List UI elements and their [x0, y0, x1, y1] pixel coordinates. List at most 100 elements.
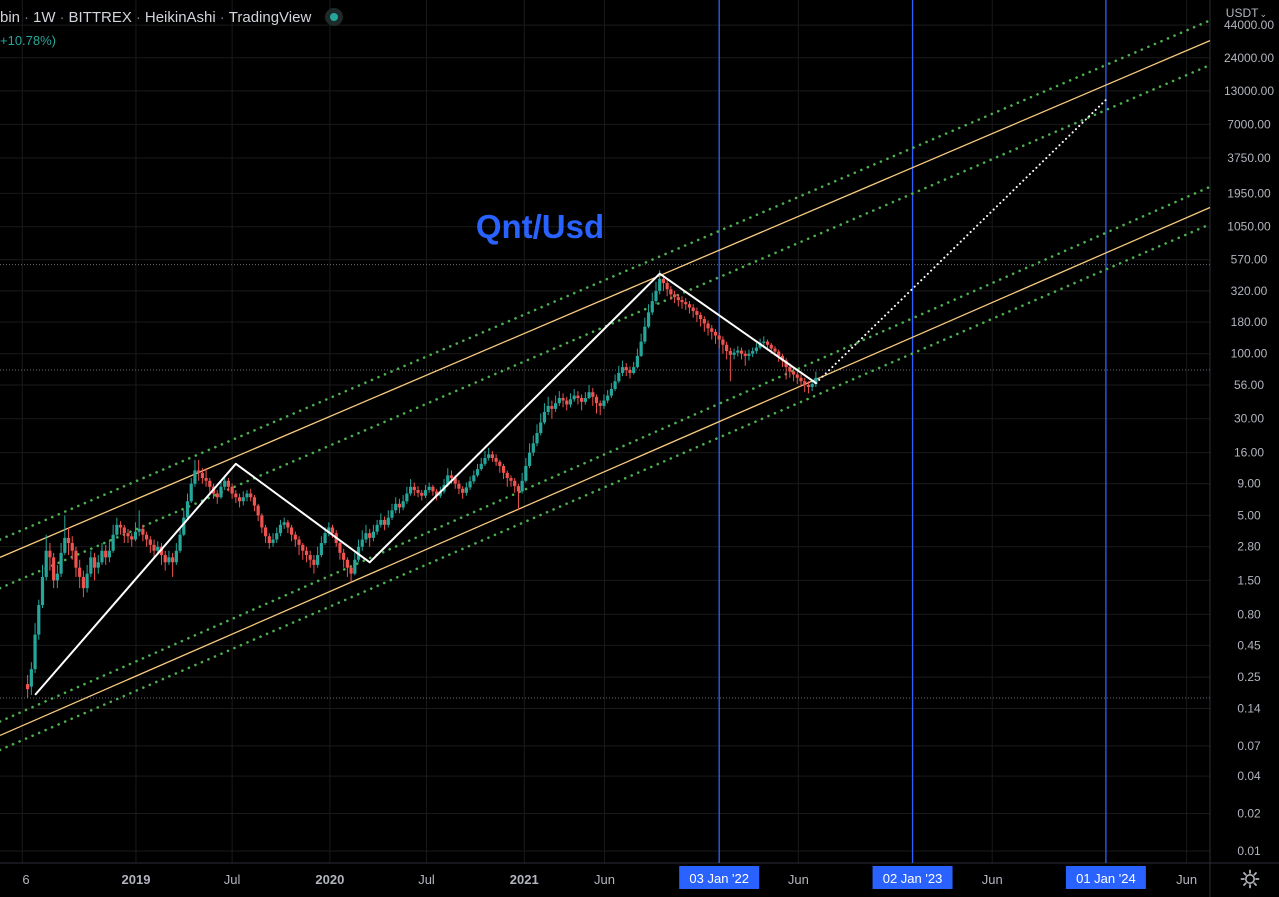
- candle-body: [780, 355, 785, 361]
- candle-body: [561, 398, 565, 401]
- candle-body: [773, 348, 777, 352]
- price-tick-label: 1950.00: [1227, 186, 1271, 200]
- price-tick-label: 5.00: [1237, 508, 1261, 522]
- candle-body: [386, 517, 390, 525]
- channel-dotted-line[interactable]: [0, 185, 1212, 723]
- candle-body: [345, 559, 349, 568]
- candle-body: [769, 344, 773, 349]
- candle-body: [74, 550, 78, 568]
- symbol-name[interactable]: bin: [0, 8, 21, 26]
- date-marker-badge[interactable]: [679, 866, 760, 889]
- channel-lines[interactable]: [0, 19, 1212, 752]
- candles: [26, 270, 818, 698]
- candle-body: [390, 510, 394, 518]
- channel-dotted-line[interactable]: [0, 222, 1212, 752]
- candle-body: [613, 381, 617, 389]
- candle-body: [167, 557, 171, 563]
- price-tick-label: 0.80: [1237, 607, 1261, 621]
- price-axis[interactable]: 44000.00 24000.00 13000.00 7000.00 3750.00 19…: [1224, 18, 1274, 858]
- candle-body: [148, 539, 152, 545]
- candle-body: [423, 490, 428, 496]
- candle-body: [327, 527, 331, 534]
- candle-body: [249, 493, 253, 498]
- candle-body: [680, 300, 684, 303]
- candle-body: [728, 351, 732, 355]
- candle-body: [282, 522, 286, 525]
- trend-zigzag-line[interactable]: [34, 272, 817, 696]
- time-axis[interactable]: 6 2019 Jul 2020 Jul 2021 Jun Jun Jun Jun 03 Jan '2…: [22, 866, 1197, 889]
- candle-body: [70, 543, 74, 551]
- date-marker-badge[interactable]: [1065, 866, 1146, 889]
- candle-body: [360, 539, 364, 547]
- provider: TradingView: [228, 8, 312, 26]
- price-tick-label: 570.00: [1231, 253, 1268, 267]
- candle-body: [490, 454, 494, 458]
- candle-body: [230, 486, 234, 494]
- interval[interactable]: 1W: [33, 8, 56, 26]
- candle-body: [628, 369, 632, 373]
- candle-body: [319, 543, 323, 556]
- candle-body: [453, 478, 457, 484]
- candle-body: [297, 539, 301, 545]
- candle-body: [37, 605, 41, 635]
- channel-solid-line[interactable]: [0, 40, 1211, 558]
- channel-dotted-line[interactable]: [0, 19, 1212, 541]
- candle-body: [550, 405, 554, 409]
- candle-body: [758, 342, 762, 348]
- candle-body: [676, 297, 680, 301]
- candle-body: [178, 534, 182, 551]
- candle-body: [565, 400, 569, 405]
- candle-body: [100, 550, 104, 563]
- price-tick-label: 3750.00: [1227, 151, 1271, 165]
- candle-body: [661, 278, 666, 284]
- candle-body: [96, 562, 100, 568]
- candle-body: [713, 331, 718, 336]
- candle-body: [204, 478, 208, 481]
- candle-body: [342, 552, 346, 560]
- candle-body: [174, 550, 178, 563]
- candle-body: [189, 483, 193, 502]
- gear-icon[interactable]: [1240, 869, 1260, 889]
- candle-body: [316, 555, 320, 565]
- candle-body: [197, 470, 201, 473]
- candle-body: [624, 367, 628, 370]
- candle-body: [464, 487, 468, 493]
- price-tick-label: 0.45: [1237, 638, 1261, 652]
- candle-body: [26, 684, 30, 690]
- trend-lines[interactable]: [34, 98, 1107, 696]
- candle-body: [461, 488, 465, 493]
- candle-body: [527, 452, 532, 466]
- candle-body: [208, 480, 212, 487]
- channel-solid-line[interactable]: [0, 206, 1211, 737]
- candle-body: [271, 539, 275, 544]
- projection-line[interactable]: [814, 98, 1107, 385]
- time-tick-label: Jun: [982, 872, 1003, 887]
- candle-body: [539, 422, 543, 434]
- date-marker-badge[interactable]: [872, 866, 953, 889]
- price-tick-label: 0.07: [1237, 739, 1261, 753]
- candle-body: [118, 524, 123, 528]
- candle-body: [795, 374, 799, 378]
- candle-body: [44, 550, 48, 577]
- candle-body: [717, 335, 721, 340]
- candle-body: [267, 536, 271, 544]
- candle-body: [104, 550, 108, 558]
- candle-body: [620, 367, 625, 373]
- currency-selector[interactable]: USDT⌄: [1226, 6, 1267, 20]
- price-tick-label: 0.25: [1237, 670, 1261, 684]
- candle-body: [580, 398, 584, 402]
- candle-body: [747, 353, 751, 356]
- candle-body: [739, 350, 744, 354]
- price-tick-label: 56.00: [1234, 378, 1264, 392]
- candle-body: [524, 465, 528, 481]
- candle-body: [401, 501, 405, 508]
- chart-style[interactable]: HeikinAshi: [144, 8, 216, 26]
- candle-body: [115, 524, 119, 535]
- price-tick-label: 30.00: [1234, 412, 1264, 426]
- candle-body: [751, 351, 755, 354]
- candle-body: [568, 399, 573, 405]
- channel-dotted-line[interactable]: [0, 63, 1212, 590]
- candle-body: [765, 341, 770, 345]
